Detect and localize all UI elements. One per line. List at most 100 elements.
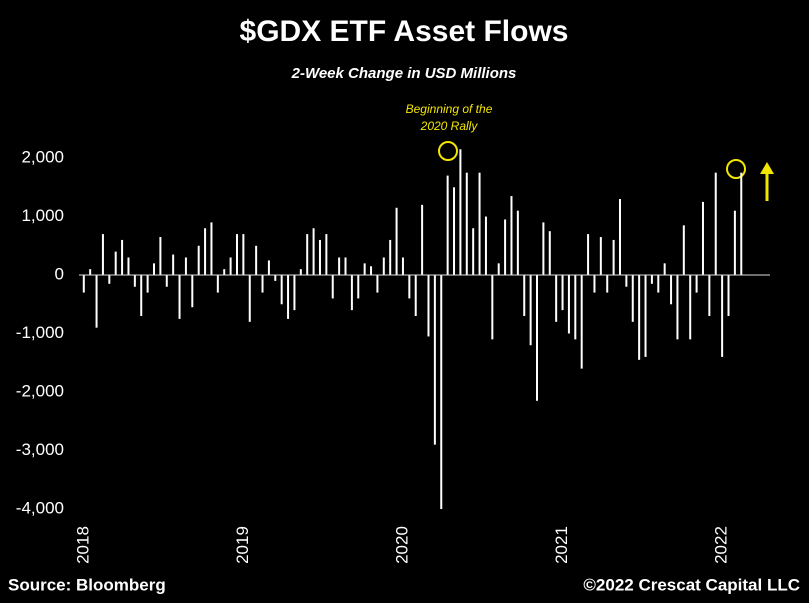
bar xyxy=(370,266,373,276)
bar xyxy=(178,275,181,319)
bar xyxy=(587,234,590,276)
bar xyxy=(478,172,481,276)
bar xyxy=(114,251,117,276)
y-tick-label: -1,000 xyxy=(16,323,64,342)
bar xyxy=(555,275,558,322)
bar xyxy=(293,275,296,311)
bar xyxy=(248,275,251,322)
bar xyxy=(421,204,424,276)
bar xyxy=(440,275,443,509)
bar xyxy=(536,275,539,401)
bar xyxy=(523,275,526,316)
bar xyxy=(446,175,449,276)
bar xyxy=(670,275,673,305)
bar xyxy=(612,239,615,276)
y-tick-label: -3,000 xyxy=(16,440,64,459)
y-tick-label: 2,000 xyxy=(21,148,64,167)
bar xyxy=(235,234,238,276)
bar xyxy=(695,275,698,293)
bar xyxy=(318,239,321,276)
bar xyxy=(274,275,277,281)
bar xyxy=(708,275,711,316)
bar xyxy=(363,263,366,276)
bar xyxy=(280,275,283,305)
bar xyxy=(497,263,500,276)
bar xyxy=(504,219,507,276)
bar xyxy=(574,275,577,340)
bar xyxy=(325,234,328,276)
bar xyxy=(140,275,143,316)
x-tick-label: 2018 xyxy=(73,526,92,564)
credit: ©2022 Crescat Capital LLC xyxy=(583,575,800,594)
bar xyxy=(153,263,156,276)
bar xyxy=(625,275,628,287)
y-tick-label: -4,000 xyxy=(16,498,64,517)
bar xyxy=(184,257,187,276)
bar xyxy=(733,210,736,276)
bar xyxy=(255,245,258,276)
bar xyxy=(721,275,724,357)
bar xyxy=(357,275,360,299)
bar xyxy=(89,269,92,276)
bar xyxy=(306,234,309,276)
bar xyxy=(516,210,519,276)
bar xyxy=(561,275,564,311)
y-tick-label: 1,000 xyxy=(21,206,64,225)
bar xyxy=(210,222,213,276)
bar xyxy=(312,228,315,276)
bar xyxy=(197,245,200,276)
bar xyxy=(433,275,436,445)
highlight-circle xyxy=(438,141,458,161)
bar xyxy=(242,234,245,276)
bar xyxy=(599,237,602,276)
bar xyxy=(542,222,545,276)
arrow-head xyxy=(760,162,774,174)
bar xyxy=(459,149,462,276)
bar xyxy=(133,275,136,287)
bar xyxy=(663,263,666,276)
bar xyxy=(567,275,570,334)
bar xyxy=(657,275,660,293)
bar xyxy=(676,275,679,340)
bar xyxy=(529,275,532,346)
bar xyxy=(453,187,456,276)
bar xyxy=(338,257,341,276)
y-tick-label: -2,000 xyxy=(16,382,64,401)
bar xyxy=(401,257,404,276)
bar xyxy=(108,275,111,284)
bar xyxy=(682,225,685,276)
bar xyxy=(414,275,417,316)
bar xyxy=(223,269,226,276)
chart-subtitle: 2-Week Change in USD Millions xyxy=(291,65,517,82)
bar xyxy=(491,275,494,340)
annotation: 2020 Rally xyxy=(420,119,479,133)
bar xyxy=(395,207,398,276)
bar xyxy=(389,239,392,276)
bar xyxy=(638,275,641,360)
bar xyxy=(606,275,609,293)
bar xyxy=(631,275,634,322)
chart-title: $GDX ETF Asset Flows xyxy=(240,15,569,48)
bar xyxy=(216,275,219,293)
bar xyxy=(472,228,475,276)
bar xyxy=(95,275,98,328)
bar xyxy=(408,275,411,299)
bar xyxy=(644,275,647,357)
bar xyxy=(204,228,207,276)
bar xyxy=(727,275,730,316)
x-tick-label: 2020 xyxy=(392,526,411,564)
bar xyxy=(165,275,168,287)
x-tick-label: 2022 xyxy=(712,526,731,564)
bar xyxy=(261,275,264,293)
x-tick-label: 2021 xyxy=(552,526,571,564)
bar xyxy=(701,201,704,276)
bar xyxy=(344,257,347,276)
bar xyxy=(689,275,692,340)
bar xyxy=(484,216,487,276)
bar xyxy=(593,275,596,293)
bar xyxy=(331,275,334,299)
bar xyxy=(159,237,162,276)
highlight-circle xyxy=(726,159,746,179)
bar xyxy=(427,275,430,337)
